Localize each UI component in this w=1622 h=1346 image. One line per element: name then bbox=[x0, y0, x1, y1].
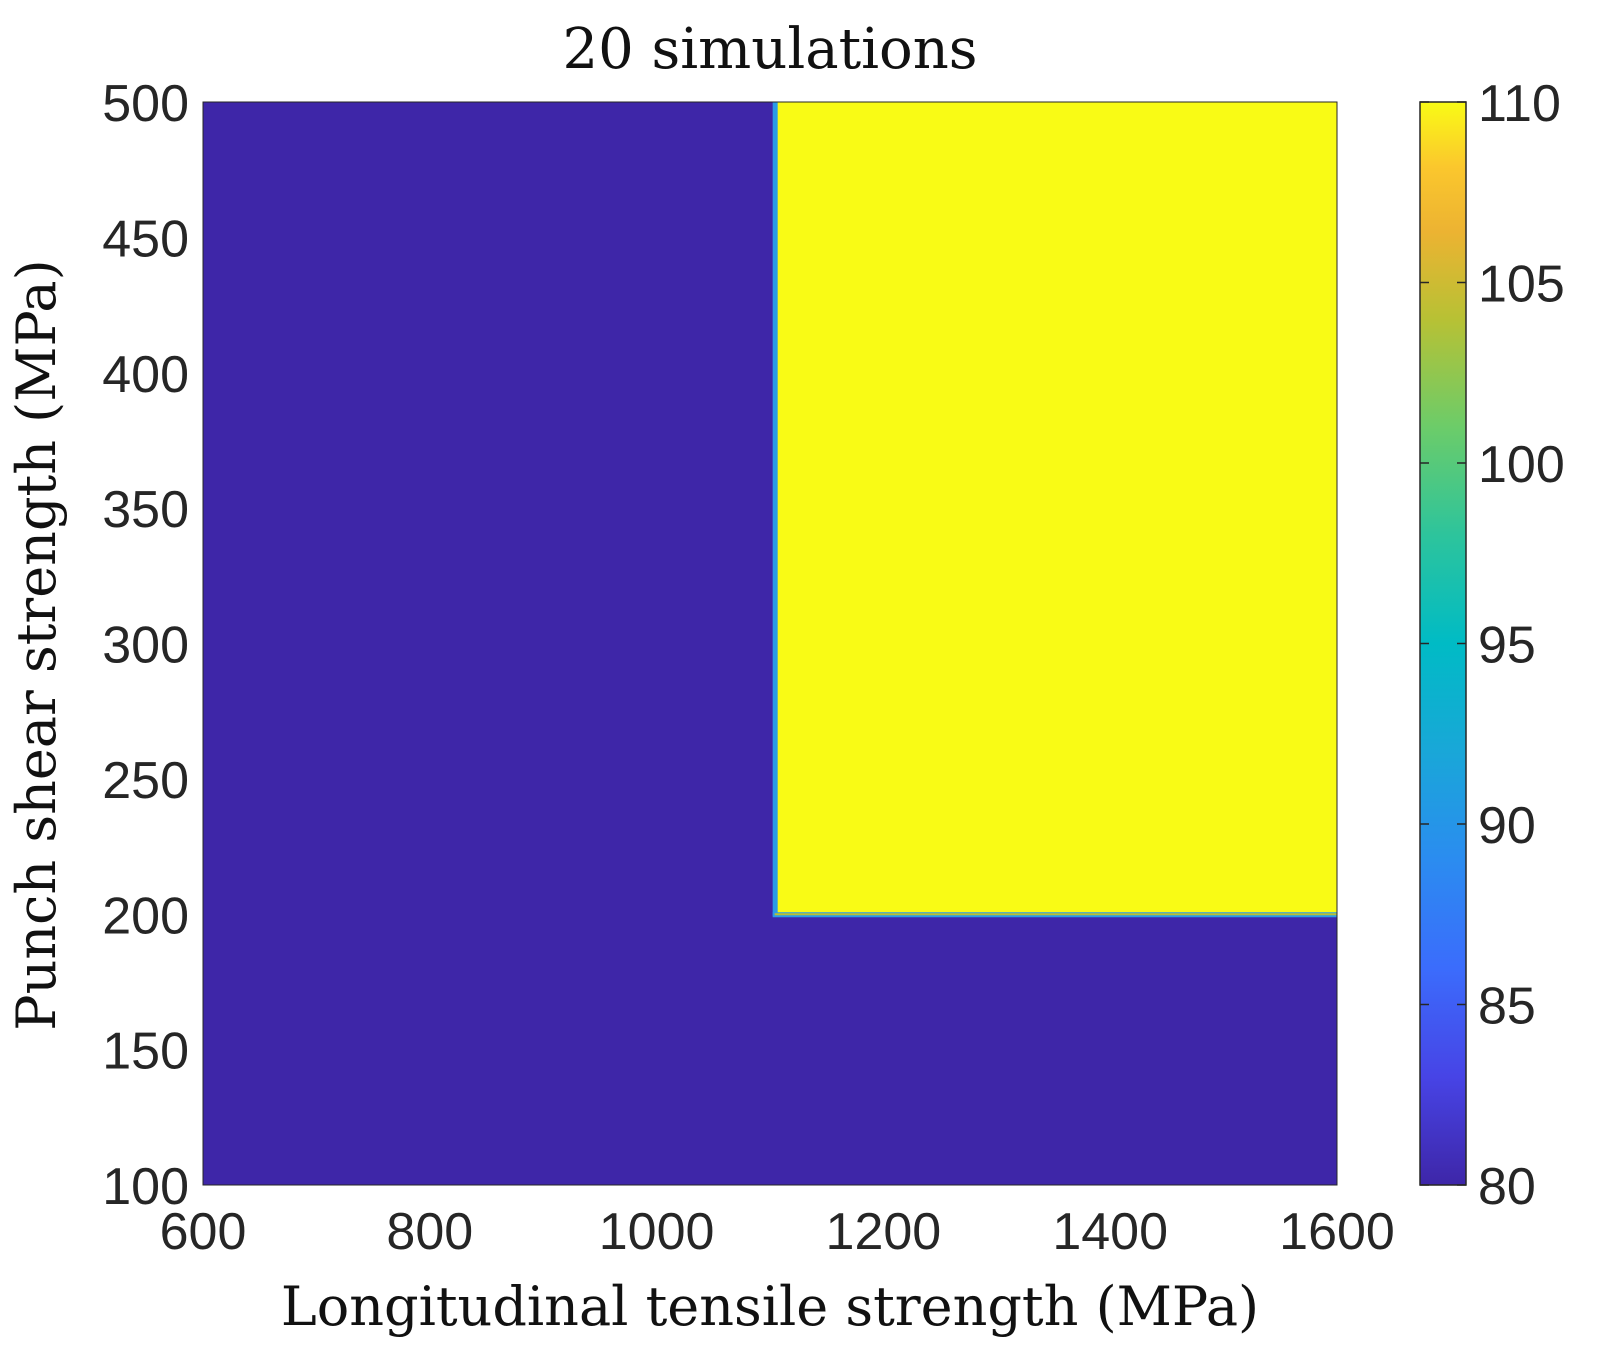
y-tick-label: 250 bbox=[102, 752, 189, 810]
colorbar-tick-label: 85 bbox=[1478, 978, 1536, 1036]
y-axis-label: Punch shear strength (MPa) bbox=[5, 259, 68, 1030]
x-axis-ticks: 600 800 1000 1200 1400 1600 bbox=[160, 1203, 1395, 1261]
colorbar-tick-label: 80 bbox=[1478, 1158, 1536, 1216]
colorbar-tick-label: 100 bbox=[1478, 436, 1565, 494]
x-tick-label: 1400 bbox=[1052, 1203, 1168, 1261]
heatmap-region-1 bbox=[775, 102, 1337, 915]
x-tick-label: 1000 bbox=[599, 1203, 715, 1261]
region-edge-bottom-inner bbox=[774, 913, 1337, 916]
y-tick-label: 500 bbox=[102, 75, 189, 133]
y-tick-label: 100 bbox=[102, 1158, 189, 1216]
colorbar-tick-label: 95 bbox=[1478, 617, 1536, 675]
y-tick-label: 350 bbox=[102, 481, 189, 539]
colorbar-tick-label: 105 bbox=[1478, 256, 1565, 314]
x-tick-label: 1600 bbox=[1279, 1203, 1395, 1261]
y-tick-label: 450 bbox=[102, 210, 189, 268]
x-axis-label: Longitudinal tensile strength (MPa) bbox=[281, 1275, 1259, 1338]
x-tick-label: 800 bbox=[386, 1203, 473, 1261]
colorbar-ticks: 80 85 90 95 100 105 110 bbox=[1420, 75, 1565, 1216]
y-tick-label: 400 bbox=[102, 346, 189, 404]
y-axis-ticks: 100 150 200 250 300 350 400 450 500 bbox=[102, 75, 189, 1216]
plot-area bbox=[202, 101, 1338, 1186]
y-tick-label: 300 bbox=[102, 617, 189, 675]
x-tick-label: 600 bbox=[160, 1203, 247, 1261]
colorbar-tick-label: 90 bbox=[1478, 797, 1536, 855]
y-tick-label: 200 bbox=[102, 887, 189, 945]
region-edge-left bbox=[772, 102, 778, 917]
plot-border bbox=[202, 101, 1338, 1186]
y-tick-label: 150 bbox=[102, 1023, 189, 1081]
chart-title: 20 simulations bbox=[562, 17, 977, 82]
x-tick-label: 1200 bbox=[826, 1203, 942, 1261]
colorbar-tick-label: 110 bbox=[1478, 75, 1561, 133]
